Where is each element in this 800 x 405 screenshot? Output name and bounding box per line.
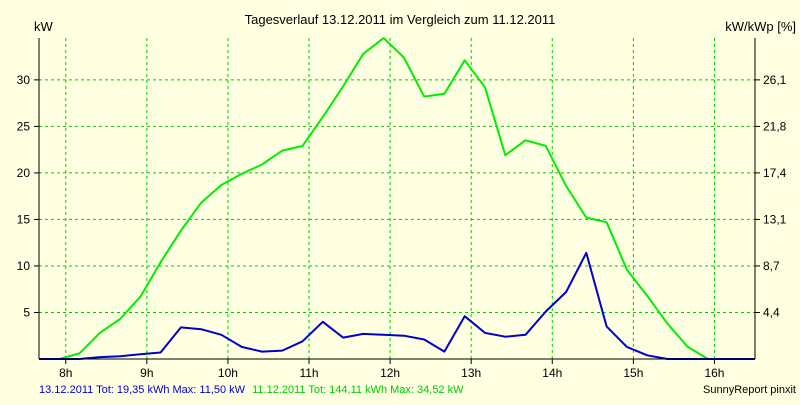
x-tick-label-13h: 13h (461, 366, 481, 380)
y-left-tick-label-10: 10 (17, 259, 31, 273)
series-layer (39, 37, 755, 360)
x-tick-label-9h: 9h (140, 366, 153, 380)
footer-blue-summary: 13.12.2011 Tot: 19,35 kWh Max: 11,50 kW (39, 384, 246, 396)
y-right-tick-label-13,1: 13,1 (763, 212, 787, 226)
y-right-tick-label-4,4: 4,4 (763, 305, 780, 319)
x-tick-label-15h: 15h (623, 366, 643, 380)
y-left-tick-label-20: 20 (17, 166, 31, 180)
y-left-unit-label: kW (34, 19, 54, 34)
x-tick-label-14h: 14h (542, 366, 562, 380)
y-right-tick-label-8,7: 8,7 (763, 259, 780, 273)
tick-label-layer: 8h 9h 10h 11h 12h 13h 14h 15h 16h 5 4,4 10 8,7 15 13,1… (17, 73, 787, 380)
x-tick-label-16h: 16h (704, 366, 724, 380)
footer-credit: SunnyReport pinxit (703, 384, 796, 396)
svg-text:13.12.2011 Tot: 19,35 kWh Max:: 13.12.2011 Tot: 19,35 kWh Max: 11,50 kW … (39, 384, 464, 396)
y-right-unit-label: kW/kWp [%] (725, 19, 796, 34)
grid-layer (39, 38, 755, 359)
footer-green-summary: 11.12.2011 Tot: 144,11 kWh Max: 34,52 kW (252, 384, 464, 396)
axis-layer (34, 38, 760, 364)
x-tick-label-12h: 12h (380, 366, 400, 380)
chart-title: Tagesverlauf 13.12.2011 im Vergleich zum… (245, 12, 556, 27)
y-left-tick-label-5: 5 (23, 305, 30, 319)
x-tick-label-8h: 8h (59, 366, 72, 380)
y-right-tick-label-17,4: 17,4 (763, 166, 787, 180)
series-line-13.12.2011 (39, 251, 755, 360)
series-line-11.12.2011 (39, 37, 755, 360)
y-left-tick-label-15: 15 (17, 212, 31, 226)
y-left-tick-label-25: 25 (17, 119, 31, 133)
x-tick-label-11h: 11h (299, 366, 318, 380)
y-right-tick-label-21,8: 21,8 (763, 119, 787, 133)
y-left-tick-label-30: 30 (17, 73, 31, 87)
x-tick-label-10h: 10h (218, 366, 238, 380)
y-right-tick-label-26,1: 26,1 (763, 73, 787, 87)
